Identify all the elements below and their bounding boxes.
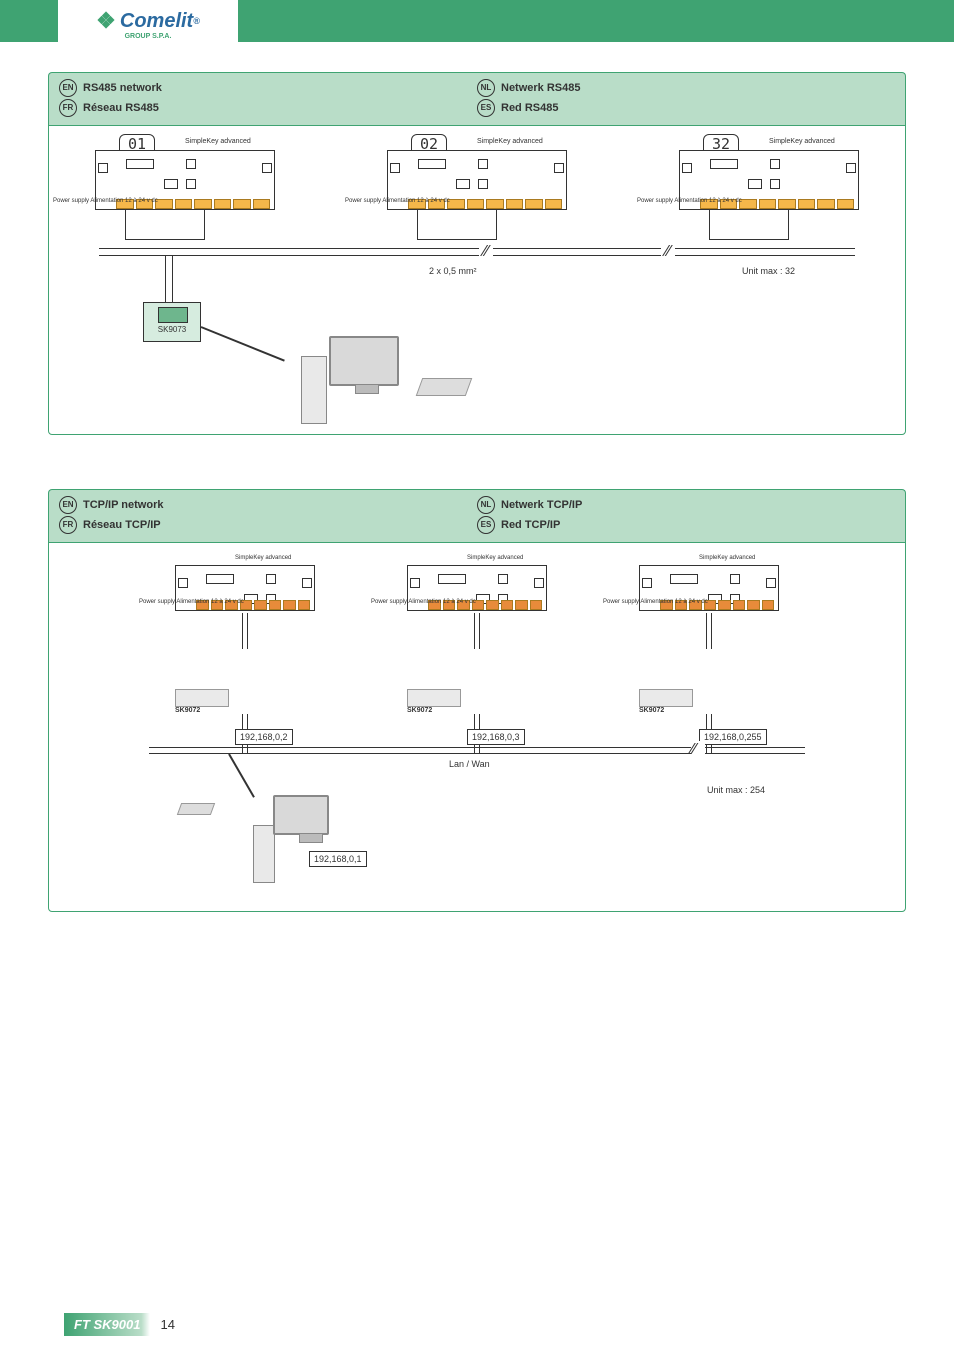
lang-badge-en: EN <box>59 496 77 514</box>
tcp-power-label-2: Power supply Alimentation 12 à 24 v dc <box>603 599 708 606</box>
tcpip-diagram: SimpleKey advanced Power supply Alimenta… <box>48 542 906 912</box>
section-tcpip-header: EN TCP/IP network NL Netwerk TCP/IP FR R… <box>48 489 906 542</box>
page-footer: FT SK9001 14 <box>0 1312 954 1336</box>
rs485-bus-line <box>99 248 855 256</box>
pc-tower-icon <box>301 356 327 424</box>
brand-sub: GROUP S.P.A. <box>58 33 238 40</box>
tcpip-unit-2: SimpleKey advanced Power supply Alimenta… <box>639 553 779 754</box>
tcpip-bus-line2 <box>149 753 805 754</box>
tcpip-label-es: ES Red TCP/IP <box>477 516 895 534</box>
tcpip-pc-ip: 192,168,0,1 <box>309 851 367 867</box>
lang-badge-nl: NL <box>477 79 495 97</box>
keyboard-icon <box>416 378 473 396</box>
rs485-label-nl: NL Netwerk RS485 <box>477 79 895 97</box>
footer-doc: FT SK9001 <box>64 1313 150 1336</box>
section-rs485: EN RS485 network NL Netwerk RS485 FR Rés… <box>48 72 906 435</box>
lang-badge-nl: NL <box>477 496 495 514</box>
rs485-diagram: 01 SimpleKey advanced Power supply Alime… <box>48 125 906 435</box>
tcp-ip-0: 192,168,0,2 <box>235 729 293 745</box>
tcpip-keyboard-icon <box>177 803 215 815</box>
page-header: ❖ Comelit® GROUP S.P.A. <box>0 0 954 42</box>
power-label-02: Power supply Alimentation 12 à 24 v dc <box>345 198 450 205</box>
brand-name: Comelit <box>120 10 193 33</box>
tcpip-lan-label: Lan / Wan <box>449 759 490 769</box>
tcpip-pc-monitor-icon <box>273 795 329 835</box>
logo-mark-icon: ❖ <box>96 8 116 34</box>
unit-label-01: SimpleKey advanced <box>185 138 251 145</box>
power-label-01: Power supply Alimentation 12 à 24 v dc <box>53 198 158 205</box>
tcpip-pc-tower-icon <box>253 825 275 883</box>
tcpip-label-fr: FR Réseau TCP/IP <box>59 516 477 534</box>
tcp-unit-label-2: SimpleKey advanced <box>699 555 755 561</box>
lang-badge-fr: FR <box>59 516 77 534</box>
tcp-ip-1: 192,168,0,3 <box>467 729 525 745</box>
rs485-unit-32: 32 SimpleKey advanced Power supply Alime… <box>679 136 859 210</box>
tcpip-unit-1: SimpleKey advanced Power supply Alimenta… <box>407 553 547 754</box>
rs485-unit-02: 02 SimpleKey advanced Power supply Alime… <box>387 136 567 210</box>
lang-badge-fr: FR <box>59 99 77 117</box>
lang-badge-es: ES <box>477 516 495 534</box>
power-label-32: Power supply Alimentation 12 à 24 v dc <box>637 198 742 205</box>
brand-logo: ❖ Comelit® GROUP S.P.A. <box>58 0 238 42</box>
tcp-modem-label-0: SK9072 <box>175 707 315 714</box>
tcp-unit-label-0: SimpleKey advanced <box>235 555 291 561</box>
tcpip-unit-max: Unit max : 254 <box>707 785 765 795</box>
section-tcpip: EN TCP/IP network NL Netwerk TCP/IP FR R… <box>48 489 906 912</box>
rs485-unit-01: 01 SimpleKey advanced Power supply Alime… <box>95 136 275 210</box>
tcp-modem-label-1: SK9072 <box>407 707 547 714</box>
unit-label-32: SimpleKey advanced <box>769 138 835 145</box>
bus-slash-2: ⁄⁄ <box>661 242 675 262</box>
rs485-label-en: EN RS485 network <box>59 79 477 97</box>
tcpip-bus-slash: ⁄⁄ <box>691 741 705 759</box>
tcp-power-label-1: Power supply Alimentation 12 à 24 v dc <box>371 599 476 606</box>
tcp-ip-2: 192,168,0,255 <box>699 729 767 745</box>
rs485-cable <box>201 326 285 362</box>
footer-page: 14 <box>160 1317 174 1332</box>
lang-badge-en: EN <box>59 79 77 97</box>
tcp-unit-label-1: SimpleKey advanced <box>467 555 523 561</box>
tcpip-label-en: EN TCP/IP network <box>59 496 477 514</box>
tcpip-cable <box>228 754 255 798</box>
tcp-power-label-0: Power supply Alimentation 12 à 24 v dc <box>139 599 244 606</box>
rs485-cable-spec: 2 x 0,5 mm² <box>429 266 477 276</box>
tcpip-units-row: SimpleKey advanced Power supply Alimenta… <box>55 553 899 754</box>
tcpip-label-nl: NL Netwerk TCP/IP <box>477 496 895 514</box>
section-rs485-header: EN RS485 network NL Netwerk RS485 FR Rés… <box>48 72 906 125</box>
tcp-modem-label-2: SK9072 <box>639 707 779 714</box>
bus-slash-1: ⁄⁄ <box>479 242 493 262</box>
brand-reg: ® <box>193 16 200 26</box>
lang-badge-es: ES <box>477 99 495 117</box>
tcpip-bus-line <box>149 747 805 748</box>
rs485-units-row: 01 SimpleKey advanced Power supply Alime… <box>55 136 899 210</box>
unit-label-02: SimpleKey advanced <box>477 138 543 145</box>
sk9073-adapter: SK9073 <box>143 302 201 342</box>
rs485-label-fr: FR Réseau RS485 <box>59 99 477 117</box>
tcp-modem-0 <box>175 689 229 707</box>
pc-monitor-icon <box>329 336 399 386</box>
tcpip-unit-0: SimpleKey advanced Power supply Alimenta… <box>175 553 315 754</box>
tcp-modem-2 <box>639 689 693 707</box>
rs485-label-es: ES Red RS485 <box>477 99 895 117</box>
rs485-unit-max: Unit max : 32 <box>742 266 795 276</box>
sk-drop-line <box>165 256 173 302</box>
tcp-modem-1 <box>407 689 461 707</box>
